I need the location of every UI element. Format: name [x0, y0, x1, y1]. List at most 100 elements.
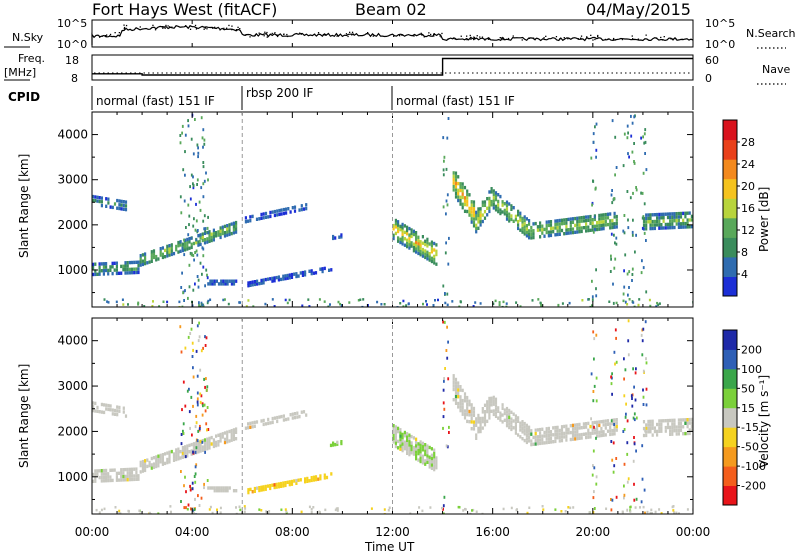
velocity-cell	[399, 447, 402, 451]
power-cell	[421, 235, 424, 239]
power-cell	[179, 243, 182, 247]
velocity-cell	[399, 431, 402, 435]
power-cell	[642, 135, 644, 139]
velocity-cell	[494, 414, 498, 418]
velocity-cell	[401, 442, 404, 446]
velocity-cell	[582, 432, 585, 436]
power-cell	[408, 236, 411, 240]
velocity-cell	[536, 442, 539, 446]
power-cell	[614, 135, 617, 139]
velocity-cell	[120, 468, 123, 472]
power-cell	[560, 228, 564, 233]
noise-search-point	[125, 24, 128, 27]
noise-search-point	[660, 36, 662, 39]
power-cell	[633, 115, 636, 119]
power-cell	[329, 303, 331, 306]
noise-search-point	[401, 34, 403, 36]
power-cell	[540, 304, 543, 307]
power-cell	[392, 233, 395, 237]
power-cell	[690, 225, 693, 229]
power-cell	[244, 216, 247, 220]
power-cell	[461, 195, 464, 200]
velocity-cell	[164, 461, 167, 466]
power-cell	[642, 266, 645, 270]
power-cell	[107, 197, 110, 201]
power-cell	[135, 260, 138, 264]
power-colorbar-tick-label: 12	[741, 224, 755, 237]
velocity-cell	[508, 415, 511, 419]
power-cell	[269, 214, 272, 219]
x-tick-label: 00:00	[75, 525, 110, 539]
power-cell	[435, 252, 438, 257]
velocity-cell	[215, 486, 218, 490]
power-cell	[649, 220, 652, 224]
velocity-cell	[282, 484, 285, 488]
power-cell	[184, 133, 187, 137]
velocity-cell	[179, 456, 182, 460]
velocity-cell	[152, 462, 156, 466]
velocity-cell	[290, 482, 294, 486]
power-cell	[251, 280, 254, 284]
noise-search-point	[367, 32, 369, 34]
velocity-cell	[688, 417, 691, 422]
velocity-cell	[545, 440, 548, 445]
velocity-cell	[269, 486, 272, 491]
power-cell	[277, 278, 280, 282]
power-cell	[109, 205, 112, 209]
power-cell	[299, 271, 302, 275]
power-cell	[631, 150, 634, 154]
velocity-cell	[461, 388, 464, 393]
power-cell	[641, 259, 643, 263]
velocity-cell	[219, 506, 222, 510]
power-cell	[219, 235, 222, 240]
power-cell	[202, 145, 204, 149]
x-tick-label: 12:00	[375, 525, 410, 539]
velocity-cell	[211, 486, 214, 490]
velocity-cell	[640, 500, 643, 504]
velocity-cell	[109, 478, 112, 483]
velocity-cell	[477, 413, 480, 418]
power-cell	[202, 128, 205, 132]
power-cell	[126, 271, 129, 275]
power-cell	[312, 271, 315, 275]
velocity-cell	[521, 420, 524, 424]
velocity-cell	[424, 449, 427, 453]
noise-search-point	[204, 27, 206, 29]
power-cell	[645, 216, 648, 221]
velocity-cell	[199, 443, 202, 447]
power-cell	[399, 227, 402, 232]
power-cell	[669, 226, 672, 230]
velocity-cell	[545, 434, 548, 438]
velocity-cell	[466, 399, 469, 403]
power-cell	[565, 224, 568, 229]
velocity-cell	[525, 437, 528, 441]
velocity-cell	[552, 426, 555, 430]
power-cell	[280, 208, 283, 212]
noise-search-point	[580, 35, 583, 37]
noise-search-point	[484, 39, 486, 41]
power-cell	[671, 222, 674, 226]
power-cell	[598, 224, 601, 228]
power-cell	[323, 266, 326, 271]
power-cell	[230, 231, 233, 236]
power-cell	[609, 222, 612, 226]
power-cell	[677, 218, 680, 223]
velocity-cell	[585, 435, 588, 440]
power-cell	[660, 212, 663, 217]
power-cell	[612, 301, 615, 305]
power-cell	[247, 284, 250, 288]
power-cell	[232, 221, 235, 225]
power-cell	[185, 226, 187, 229]
velocity-cell	[111, 412, 114, 416]
power-cell	[122, 207, 125, 211]
power-cell	[497, 203, 500, 207]
power-cell	[161, 252, 164, 256]
noise-search-point	[219, 29, 221, 31]
freq-right-tick-bottom: 0	[705, 72, 712, 85]
velocity-cell	[623, 496, 625, 500]
velocity-cell	[554, 436, 557, 440]
velocity-cell	[576, 430, 579, 434]
power-cell	[541, 224, 544, 228]
velocity-cell	[477, 420, 480, 424]
velocity-cell	[217, 433, 220, 437]
